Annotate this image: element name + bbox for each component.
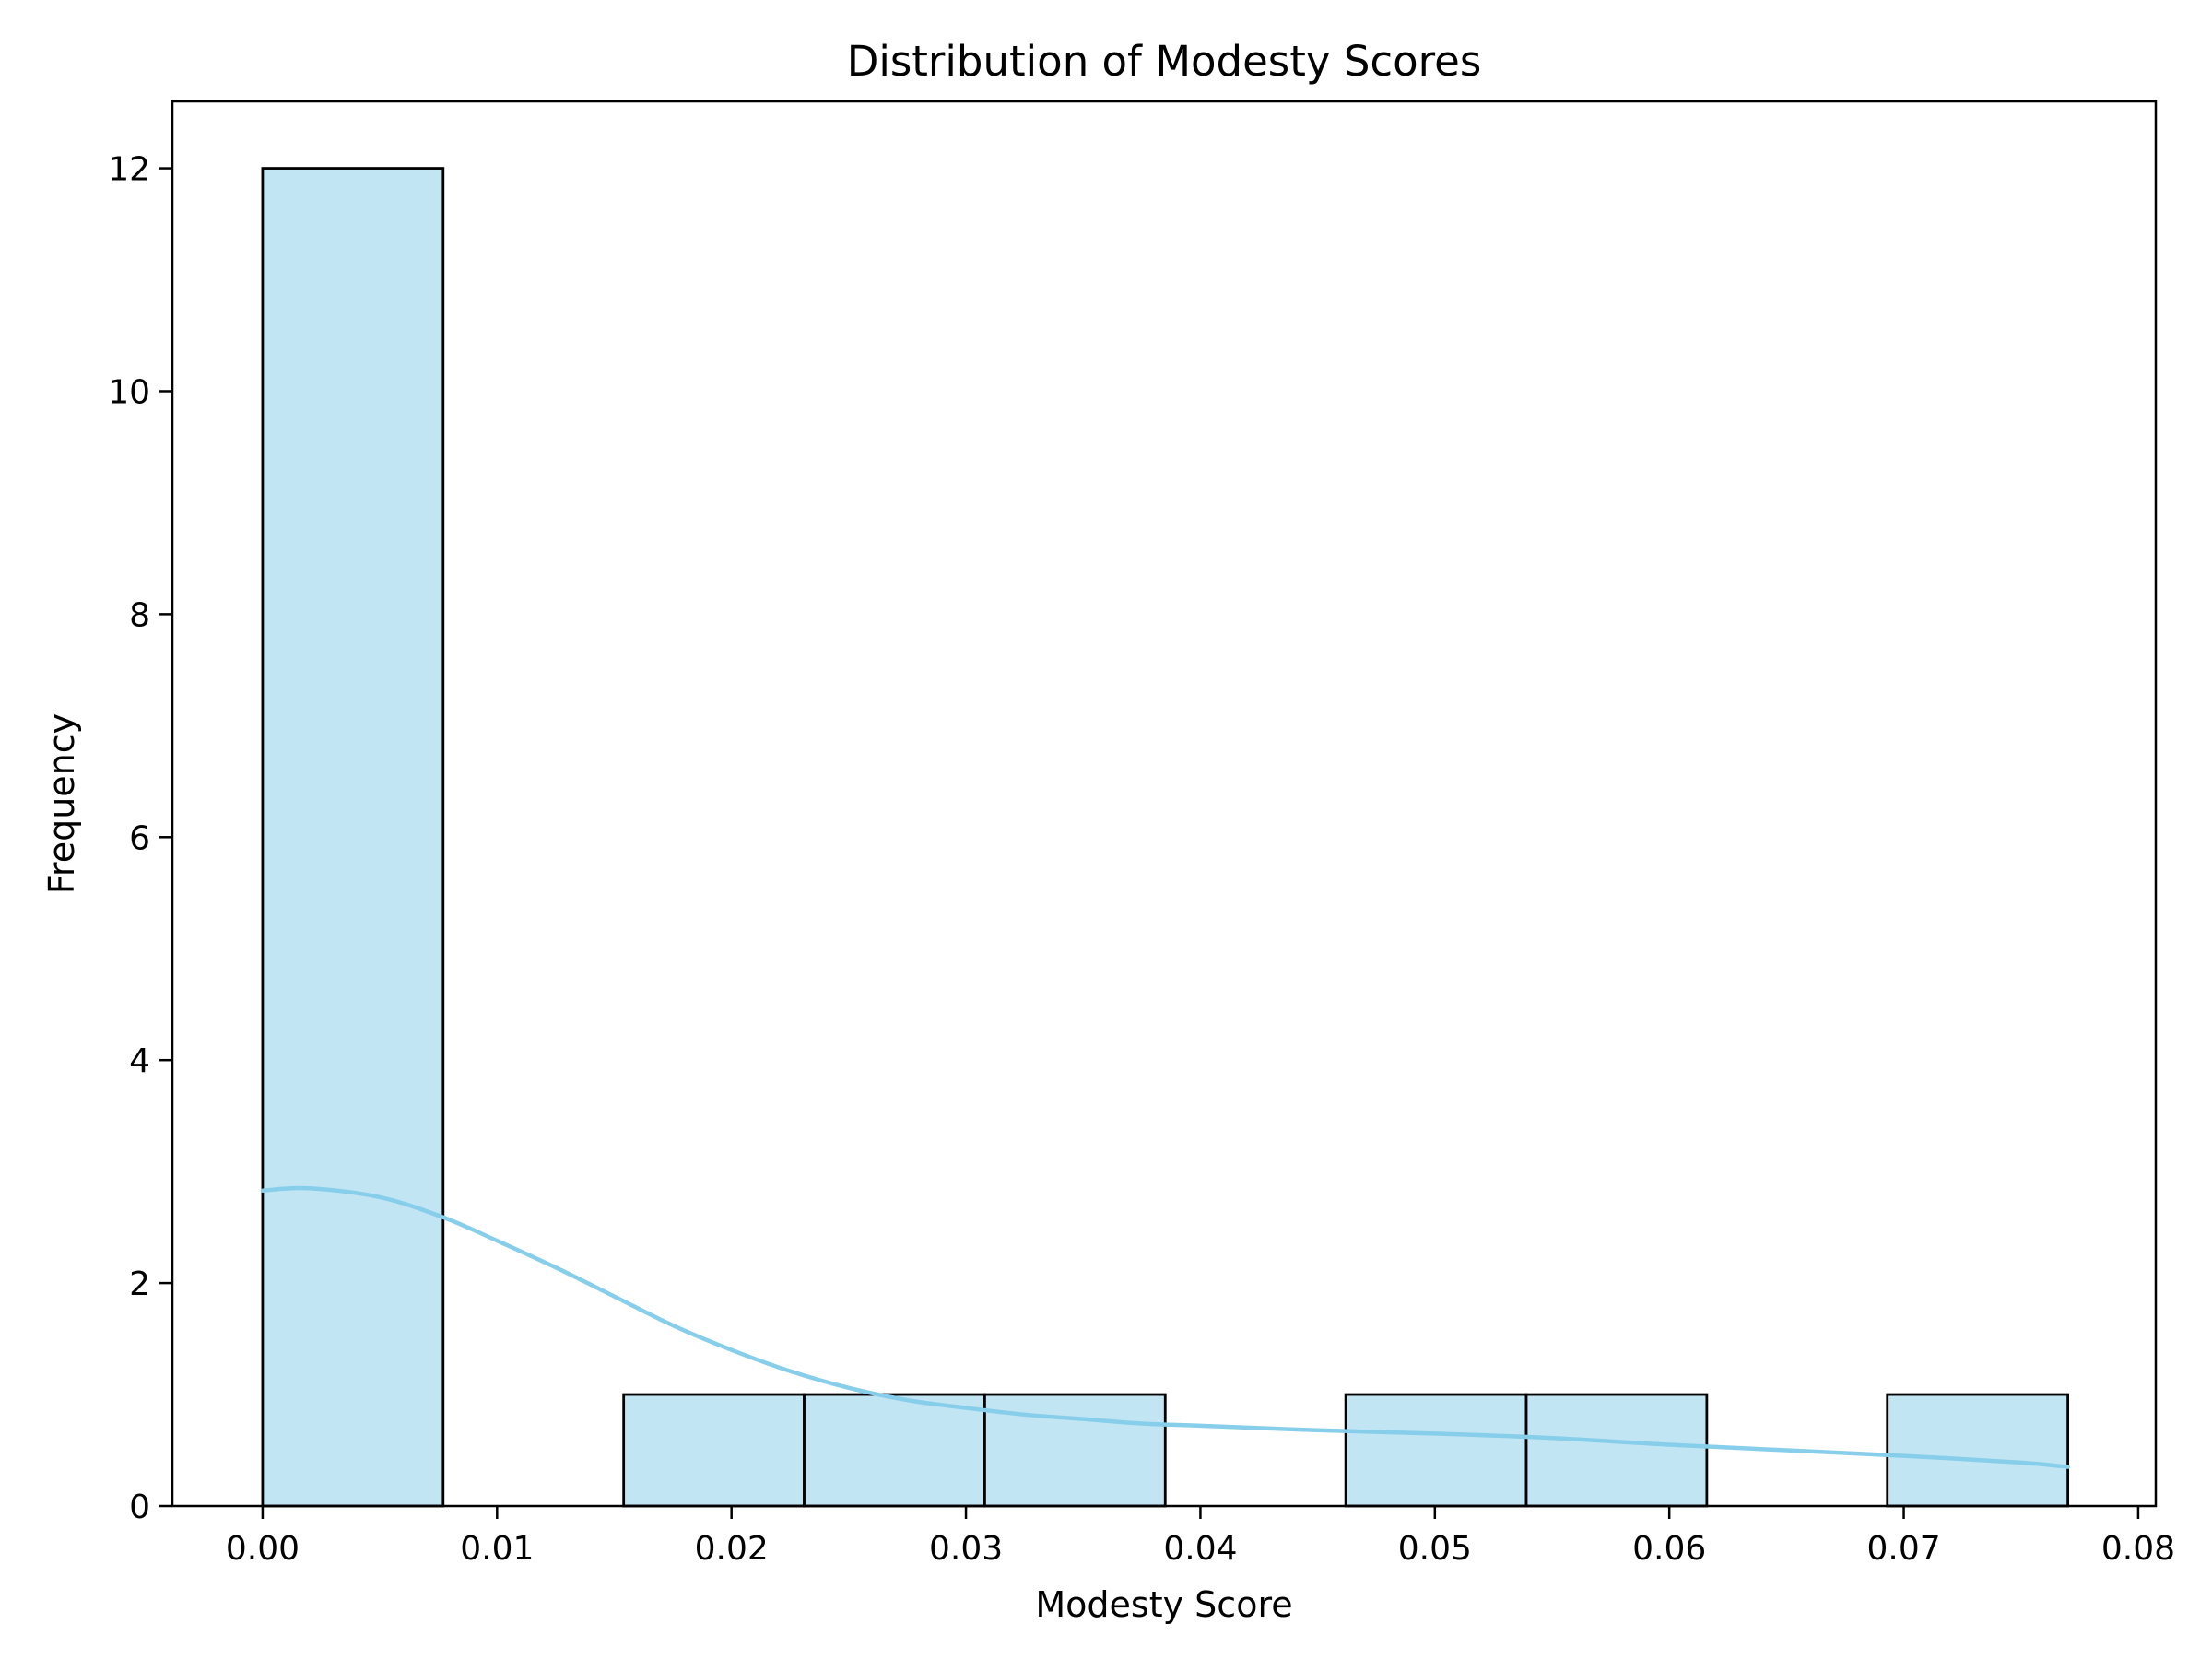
y-tick-label: 6 <box>129 819 150 857</box>
y-tick-label: 8 <box>129 596 150 634</box>
y-tick-label: 4 <box>129 1042 150 1080</box>
histogram-bar <box>1886 1393 2070 1508</box>
y-tick-label: 12 <box>108 151 150 189</box>
kde-layer <box>260 1185 2070 1469</box>
plot-frame <box>171 100 2158 1508</box>
x-axis-ticks: 0.00 0.01 0.02 0.03 0.04 0.05 0.06 0.07 0.08 <box>226 1506 2175 1568</box>
y-axis-label: Frequency <box>41 713 82 894</box>
y-tick-label: 0 <box>129 1488 150 1526</box>
bars-layer <box>261 167 2070 1508</box>
x-tick-label: 0.01 <box>460 1530 534 1568</box>
kde-line <box>260 1185 2070 1469</box>
y-tick-label: 10 <box>108 373 150 411</box>
histogram-bar <box>803 1393 986 1508</box>
y-axis-ticks: 0 2 4 6 8 10 12 <box>108 151 172 1526</box>
x-tick-label: 0.00 <box>226 1530 300 1568</box>
x-tick-label: 0.02 <box>695 1530 769 1568</box>
x-tick-label: 0.07 <box>1866 1530 1940 1568</box>
histogram-bar <box>261 167 445 1508</box>
x-axis-label: Modesty Score <box>1035 1584 1292 1625</box>
histogram-bar <box>1524 1393 1709 1508</box>
x-tick-label: 0.04 <box>1163 1530 1237 1568</box>
x-tick-label: 0.03 <box>929 1530 1003 1568</box>
y-tick-label: 2 <box>129 1265 150 1303</box>
chart-title: Distribution of Modesty Scores <box>847 37 1482 86</box>
histogram-bar <box>1344 1393 1528 1508</box>
x-tick-label: 0.06 <box>1632 1530 1706 1568</box>
x-tick-label: 0.08 <box>2101 1530 2175 1568</box>
histogram-bar <box>622 1393 806 1508</box>
x-tick-label: 0.05 <box>1398 1530 1472 1568</box>
